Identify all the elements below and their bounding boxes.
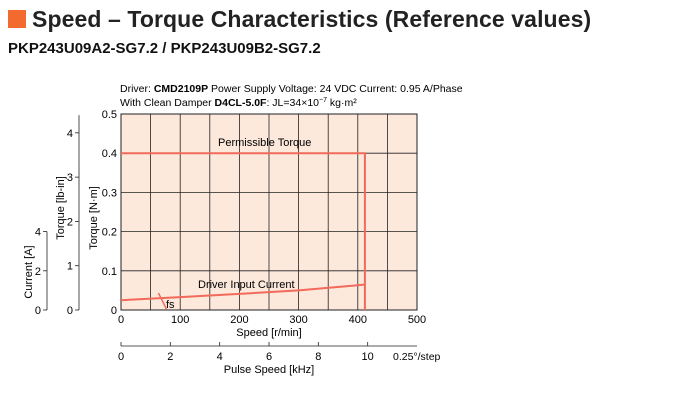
pulse-tick-label: 10 [362,351,374,363]
current-tick-label: 2 [35,266,41,278]
pulse-tick-label: 4 [217,351,223,363]
y-tick-label-nm: 0.5 [102,109,117,121]
lbin-tick-label: 2 [67,216,73,228]
y-axis-label-lbin: Torque [lb-in] [55,176,67,240]
pulse-tick-label: 2 [167,351,173,363]
page-header: Speed – Torque Characteristics (Referenc… [8,4,591,34]
plot-border [120,113,418,311]
pulse-tick-label: 8 [315,351,321,363]
pulse-tick-label: 0 [118,351,124,363]
driver-input-current-line [120,283,366,302]
permissible-torque-line [121,152,366,310]
header-accent-square [8,10,26,28]
pulse-unit-label: 0.25°/step [393,351,441,363]
y-tick-label-nm: 0.4 [102,148,117,160]
y-axis-label-nm: Torque [N·m] [88,186,100,250]
fs-marker [157,292,168,310]
model-subtitle: PKP243U09A2-SG7.2 / PKP243U09B2-SG7.2 [8,40,321,57]
lbin-tick-label: 0 [67,305,73,317]
x-tick-label: 400 [349,314,367,326]
current-tick-label: 0 [35,305,41,317]
lbin-tick-label: 3 [67,172,73,184]
driver-input-current-label: Driver Input Current [198,279,295,291]
damper-note: With Clean Damper D4CL-5.0F: JL=34×10−7 … [120,97,357,109]
y-tick-label-nm: 0.2 [102,227,117,239]
pulse-axis-label: Pulse Speed [kHz] [224,364,315,376]
y-tick-label-nm: 0.1 [102,266,117,278]
x-tick-label: 200 [230,314,248,326]
x-tick-label: 300 [289,314,307,326]
permissible-torque-label: Permissible Torque [218,137,311,149]
y-axis-label-current: Current [A] [23,245,35,298]
y-tick-label-nm: 0 [111,305,117,317]
lbin-tick-label: 1 [67,261,73,273]
lbin-tick-label: 4 [67,128,73,140]
current-tick-label: 4 [35,227,41,239]
x-tick-label: 500 [408,314,426,326]
page-title: Speed – Torque Characteristics (Referenc… [32,5,592,32]
pulse-tick-label: 6 [266,351,272,363]
y-tick-label-nm: 0.3 [102,187,117,199]
x-tick-label: 100 [171,314,189,326]
fs-label: fs [166,299,175,311]
driver-note: Driver: CMD2109P Power Supply Voltage: 2… [120,83,463,95]
x-tick-label: 0 [118,314,124,326]
x-axis-label: Speed [r/min] [236,327,301,339]
